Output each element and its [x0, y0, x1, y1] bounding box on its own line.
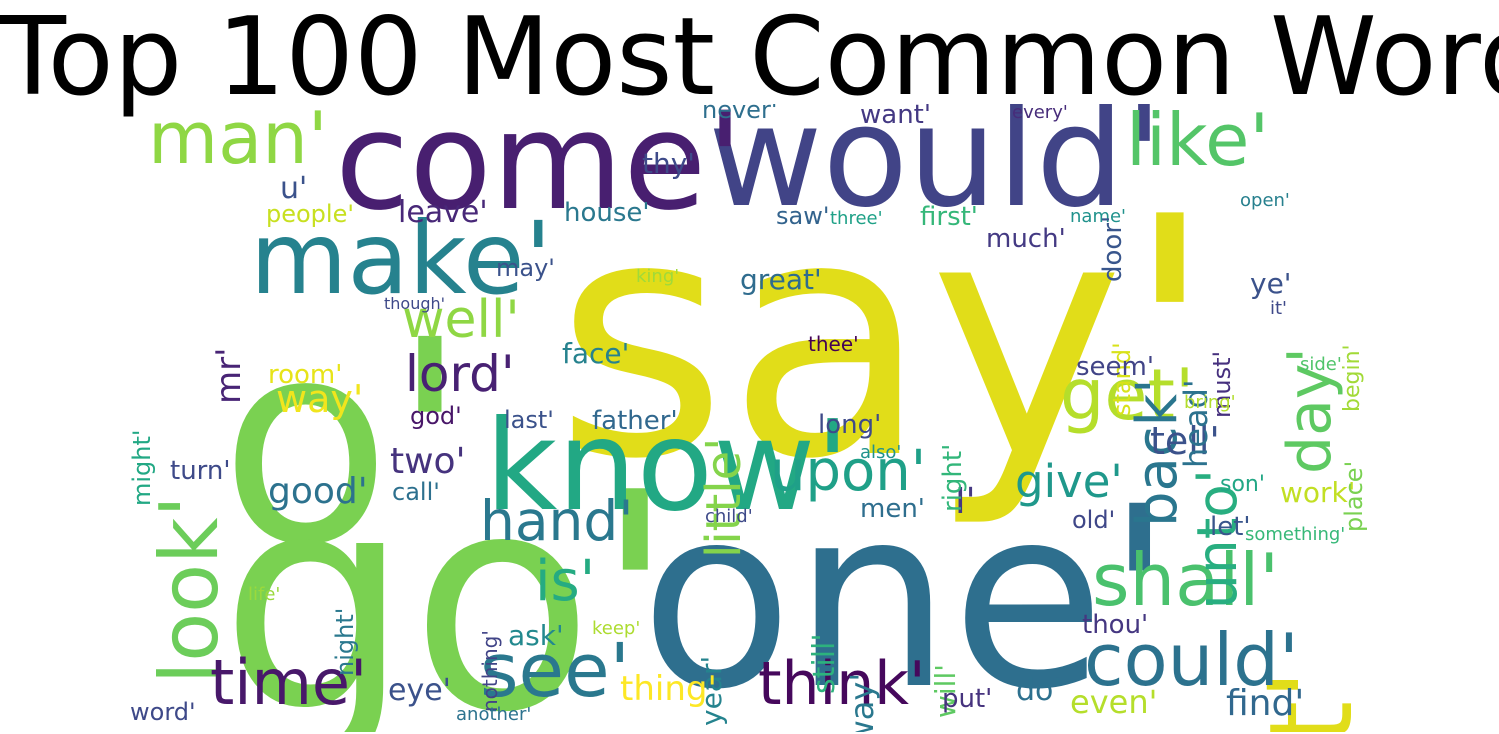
- word: little': [696, 437, 752, 558]
- word: every': [1012, 104, 1068, 123]
- word: god': [410, 402, 462, 430]
- word: leave': [398, 195, 488, 230]
- word: men': [860, 494, 925, 524]
- word: thing': [620, 669, 717, 709]
- word: right': [938, 443, 968, 512]
- word: thou': [1082, 610, 1149, 640]
- word: is': [535, 549, 596, 614]
- word: like': [1126, 104, 1270, 182]
- word: still': [807, 633, 842, 694]
- word: put': [942, 684, 993, 714]
- word: I': [955, 481, 976, 522]
- word: get': [1060, 354, 1195, 436]
- word: great': [740, 263, 822, 296]
- word: long': [818, 410, 882, 440]
- word: nothing': [478, 630, 502, 712]
- word: life': [248, 584, 281, 605]
- word: say': [555, 147, 1216, 531]
- word: well': [402, 290, 520, 350]
- word: let': [1210, 512, 1251, 542]
- word: time': [210, 646, 368, 719]
- word: do': [1016, 673, 1062, 708]
- word: good': [268, 471, 368, 512]
- word: might': [128, 429, 156, 507]
- word: away': [843, 672, 881, 732]
- word: find': [1226, 683, 1305, 724]
- word: bring': [1184, 392, 1236, 413]
- word: keep': [592, 618, 641, 639]
- word: man': [148, 104, 328, 180]
- word: thy': [642, 147, 695, 180]
- word: never': [702, 104, 778, 124]
- word: call': [392, 478, 440, 506]
- word: o': [220, 281, 469, 607]
- word: night': [331, 607, 359, 676]
- word: turn': [170, 456, 231, 486]
- word: begin': [1340, 344, 1365, 412]
- word: saw': [776, 202, 830, 230]
- word: side': [1300, 354, 1342, 375]
- word: door': [1098, 215, 1128, 282]
- word: much': [986, 224, 1066, 254]
- word: name': [1070, 206, 1126, 227]
- word: way': [276, 377, 364, 421]
- page-title: Top 100 Most Common Words: [0, 0, 1499, 120]
- word: child': [705, 506, 753, 527]
- word: one': [640, 453, 1174, 732]
- word: seem': [1076, 352, 1155, 382]
- word: three': [830, 208, 883, 229]
- word: make': [250, 200, 553, 317]
- word: thee': [808, 332, 859, 356]
- word: hand': [480, 489, 634, 553]
- word: father': [592, 406, 678, 436]
- word: go': [220, 429, 677, 733]
- word: it': [1270, 298, 1288, 319]
- word: face': [562, 337, 630, 370]
- word: word': [130, 698, 196, 726]
- word: last': [504, 406, 554, 434]
- word: son': [1220, 472, 1265, 497]
- word: know': [485, 394, 850, 539]
- word: two': [390, 441, 466, 482]
- word: open': [1240, 190, 1290, 211]
- word: house': [564, 198, 650, 228]
- word: lord': [405, 345, 515, 403]
- word: could': [1084, 618, 1299, 702]
- word: old': [1072, 506, 1116, 534]
- word: see': [480, 628, 630, 714]
- word: eye': [388, 673, 451, 708]
- word: shall': [1092, 538, 1280, 622]
- word: mr': [209, 347, 249, 404]
- word: u': [280, 171, 308, 206]
- word: may': [496, 254, 555, 282]
- word: another': [456, 704, 532, 725]
- word: room': [268, 360, 343, 390]
- word: give': [1015, 455, 1123, 508]
- word: something': [1245, 524, 1346, 545]
- word: also': [860, 442, 902, 463]
- word: would': [708, 104, 1164, 239]
- word: come': [335, 104, 744, 240]
- word: though': [384, 294, 446, 313]
- word: ye': [1250, 267, 1292, 300]
- word: want': [860, 104, 932, 130]
- word: upon': [770, 439, 927, 504]
- word: place': [1340, 460, 1368, 532]
- word: people': [266, 200, 354, 228]
- word: tell': [1150, 419, 1220, 463]
- word-cloud: say'o'go'one'would'come'know'not'make'ta…: [120, 104, 1378, 732]
- word: think': [758, 649, 926, 719]
- word: work': [1280, 476, 1356, 509]
- word: first': [920, 202, 978, 232]
- word: even': [1070, 683, 1158, 721]
- word: ask': [508, 619, 564, 652]
- word: king': [636, 266, 680, 287]
